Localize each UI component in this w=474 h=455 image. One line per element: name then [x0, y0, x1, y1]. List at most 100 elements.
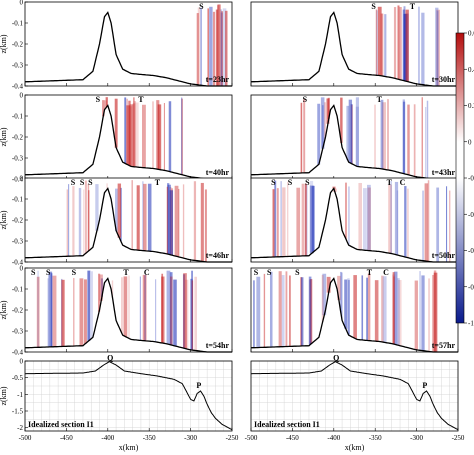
anomaly-streak — [367, 187, 371, 251]
wave-label: T — [377, 95, 383, 104]
wave-label: S — [72, 268, 77, 277]
anomaly-streak — [169, 190, 174, 256]
colorbar-tick-label: -1 — [468, 320, 474, 328]
anomaly-streak — [99, 274, 103, 301]
anomaly-streak — [207, 8, 209, 87]
anomaly-streak — [209, 6, 213, 87]
anomaly-streak — [143, 183, 147, 251]
x-axis-label: x(km) — [119, 443, 139, 452]
panel-frame — [250, 360, 459, 432]
anomaly-streak — [377, 6, 382, 76]
anomaly-streak — [396, 190, 399, 256]
anomaly-streak — [402, 101, 406, 174]
anomaly-streak — [272, 189, 275, 257]
anomaly-streak — [182, 274, 186, 349]
anomaly-streak — [309, 180, 314, 254]
x-axis-label: x(km) — [345, 443, 365, 452]
anomaly-streak — [182, 184, 185, 259]
time-label: t=43hr — [432, 168, 456, 177]
anomaly-streak — [421, 97, 423, 178]
anomaly-streak — [403, 6, 406, 81]
anomaly-streak — [129, 106, 133, 167]
wave-label: S — [305, 178, 310, 187]
bathymetry-panel: Q P Idealized section I1 -500 -450 -400 -350 -3… — [245, 354, 465, 452]
anomaly-streak — [215, 9, 218, 87]
panel-frame — [24, 360, 233, 432]
anomaly-streak — [163, 103, 165, 171]
anomaly-streak — [222, 8, 227, 87]
anomaly-streak — [346, 105, 350, 161]
anomaly-streak — [48, 271, 53, 347]
panel-t=57hr: S S S T Ct=57hr — [250, 267, 459, 353]
anomaly-streak — [348, 99, 353, 164]
seafloor-line — [24, 277, 232, 353]
anomaly-streak — [407, 188, 409, 258]
anomaly-streak — [61, 279, 65, 347]
anomaly-streak — [418, 6, 420, 85]
wave-label: S — [46, 268, 51, 277]
wave-label: S — [80, 178, 85, 187]
anomaly-streak — [126, 98, 128, 165]
y-axis-label: z(km) — [0, 300, 8, 319]
anomaly-streak — [407, 104, 410, 175]
colorbar-tick-label: -0.8 — [468, 283, 474, 291]
anomaly-streak — [178, 188, 180, 257]
anomaly-streak — [380, 99, 384, 169]
panel-t=23hr: St=23hr 0 -0.1 -0.2 -0.3 -0.4 z(km) — [0, 0, 233, 91]
anomaly-streak — [72, 186, 75, 257]
anomaly-streak — [106, 183, 108, 190]
wave-label: C — [144, 268, 150, 277]
anomaly-streak — [355, 97, 359, 167]
wave-label: T — [367, 268, 373, 277]
anomaly-streak — [427, 180, 430, 262]
anomaly-streak — [114, 98, 118, 148]
anomaly-streak — [212, 11, 216, 87]
anomaly-streak — [301, 183, 305, 256]
y-tick-label: -0.2 — [12, 41, 24, 49]
anomaly-streak — [446, 186, 448, 262]
anomaly-streak — [449, 190, 451, 262]
anomaly-streak — [84, 180, 87, 254]
x-tick-label: -450 — [286, 434, 299, 442]
y-tick-label: -0.4 — [12, 349, 24, 357]
anomaly-streak — [200, 7, 202, 86]
y-tick-label: -0.3 — [12, 238, 24, 246]
anomaly-streak — [68, 184, 70, 257]
panel-t=50hr: S S S T Ct=50hr — [250, 177, 459, 263]
anomaly-streak — [181, 98, 183, 175]
wave-label: S — [295, 268, 300, 277]
anomaly-streak — [436, 187, 440, 262]
anomaly-streak — [436, 11, 439, 87]
colorbar-tick-label: 0 — [468, 138, 472, 146]
anomaly-streak — [280, 181, 282, 257]
wave-label: S — [303, 95, 308, 104]
time-label: t=23hr — [206, 75, 230, 84]
anomaly-streak — [419, 271, 421, 351]
x-tick-label: -500 — [19, 434, 32, 442]
anomaly-streak — [289, 275, 291, 347]
anomaly-streak — [185, 279, 189, 349]
y-axis-label: z(km) — [0, 386, 8, 405]
anomaly-streak — [79, 278, 84, 346]
anomaly-streak — [170, 276, 173, 346]
anomaly-streak — [375, 9, 377, 76]
anomaly-streak — [105, 97, 108, 107]
section-label: Idealized section I1 — [28, 420, 94, 429]
point-label: Q — [107, 354, 113, 363]
anomaly-streak — [341, 272, 343, 320]
y-tick-label: -0.4 — [12, 83, 24, 91]
anomaly-streak — [344, 279, 348, 329]
wave-label: T — [155, 178, 161, 187]
y-tick-label: -0.4 — [12, 259, 24, 267]
y-tick-label: 0 — [20, 265, 24, 273]
wave-label: S — [88, 178, 93, 187]
colorbar: 0.6 0.4 0.2 0 -0.2 -0.4 -0.6 -0.8 -1 — [455, 30, 474, 328]
depth-profile-line — [251, 361, 459, 431]
anomaly-streak — [388, 184, 392, 254]
y-tick-label: -0.1 — [12, 196, 24, 204]
panels: St=23hr 0 -0.1 -0.2 -0.3 -0.4 z(km) S Tt=30hr S Tt… — [0, 0, 465, 452]
anomaly-streak — [256, 276, 261, 348]
anomaly-streak — [366, 184, 371, 251]
anomaly-streak — [358, 182, 362, 250]
anomaly-streak — [376, 10, 378, 76]
